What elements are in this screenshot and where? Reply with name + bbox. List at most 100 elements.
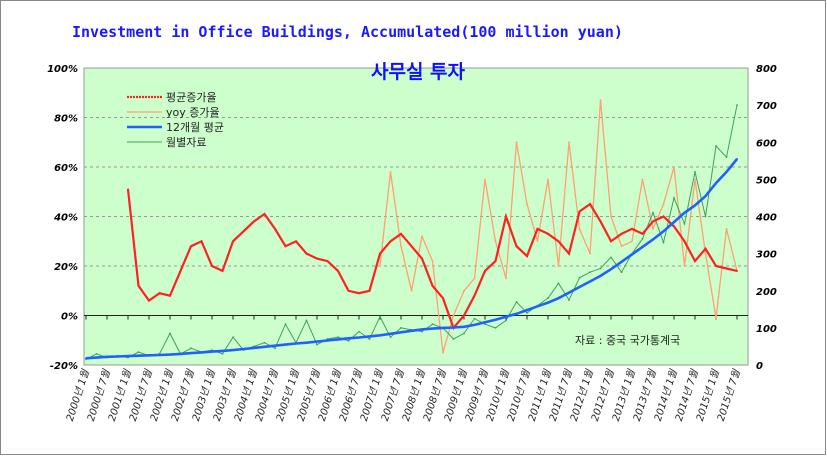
data-point	[620, 260, 623, 263]
data-point	[379, 252, 381, 255]
data-point	[662, 215, 665, 218]
data-point	[410, 329, 413, 332]
data-point	[274, 347, 276, 350]
data-point	[505, 215, 507, 218]
data-point	[557, 265, 560, 267]
data-point	[431, 284, 434, 287]
data-point	[673, 197, 675, 199]
right-tick-label: 100	[756, 324, 777, 335]
data-point	[715, 182, 717, 184]
data-point	[673, 166, 675, 168]
data-point	[316, 343, 318, 346]
data-point	[400, 245, 402, 248]
data-point	[484, 178, 486, 181]
data-point	[547, 232, 549, 235]
data-point	[463, 332, 465, 335]
data-point	[389, 240, 392, 243]
data-point	[242, 230, 245, 233]
legend-label: 월별자료	[166, 136, 206, 149]
data-point	[494, 260, 497, 262]
data-point	[526, 255, 528, 257]
data-point	[232, 240, 234, 243]
data-point	[137, 351, 140, 353]
data-point	[421, 235, 423, 238]
data-point	[526, 312, 528, 314]
data-point	[557, 297, 560, 300]
left-tick-label: 20%	[54, 262, 78, 273]
data-point	[368, 338, 371, 340]
data-point	[452, 338, 455, 340]
chart-subtitle: 사무실 투자	[371, 61, 466, 83]
data-point	[662, 241, 665, 244]
data-point	[515, 312, 518, 315]
left-tick-label: -20%	[50, 361, 78, 372]
data-point	[589, 252, 591, 255]
data-point	[683, 223, 686, 225]
data-point	[725, 156, 728, 159]
data-point	[116, 355, 119, 358]
data-point	[463, 314, 465, 317]
data-point	[316, 257, 318, 260]
data-point	[568, 141, 570, 144]
data-point	[536, 240, 539, 243]
data-point	[263, 345, 266, 348]
left-tick-label: 0%	[61, 312, 78, 323]
data-point	[736, 104, 738, 107]
data-point	[347, 337, 350, 340]
data-point	[442, 326, 444, 329]
data-point	[589, 271, 591, 274]
data-point	[400, 232, 402, 235]
data-point	[389, 332, 392, 335]
data-point	[683, 240, 686, 243]
data-point	[515, 300, 518, 303]
data-point	[473, 277, 476, 280]
legend-label: yoy 증가율	[166, 106, 220, 119]
data-point	[410, 289, 413, 292]
legend-label: 12개월 평균	[166, 121, 224, 134]
data-point	[295, 342, 297, 345]
data-point	[578, 227, 581, 230]
right-tick-label: 500	[756, 175, 777, 186]
data-point	[358, 336, 360, 339]
data-point	[85, 357, 87, 360]
data-point	[568, 291, 570, 294]
data-point	[179, 352, 182, 355]
data-point	[158, 292, 161, 295]
data-point	[547, 301, 549, 304]
data-point	[190, 245, 192, 248]
data-point	[421, 328, 423, 331]
data-point	[526, 203, 528, 206]
data-point	[662, 230, 665, 233]
data-point	[158, 354, 161, 356]
data-point	[463, 289, 465, 292]
data-point	[106, 355, 108, 358]
data-point	[673, 225, 675, 228]
data-point	[547, 178, 549, 181]
data-point	[641, 246, 644, 248]
data-point	[557, 282, 560, 285]
data-point	[358, 292, 360, 295]
data-point	[263, 213, 266, 215]
data-point	[368, 335, 371, 338]
legend-label: 평균증가율	[166, 91, 217, 104]
data-point	[200, 351, 203, 354]
data-point	[505, 315, 507, 318]
data-point	[347, 339, 350, 342]
data-point	[442, 351, 444, 354]
data-point	[610, 215, 612, 218]
data-point	[284, 245, 287, 248]
data-point	[599, 267, 602, 270]
data-point	[494, 326, 497, 329]
data-point	[673, 221, 675, 223]
data-point	[431, 323, 434, 326]
data-point	[337, 270, 339, 272]
data-point	[568, 252, 570, 255]
data-point	[704, 215, 707, 218]
data-point	[410, 245, 413, 248]
data-point	[137, 284, 140, 287]
data-point	[452, 326, 455, 329]
data-point	[547, 297, 549, 300]
right-tick-label: 700	[756, 101, 777, 112]
data-point	[358, 330, 360, 333]
data-point	[200, 240, 203, 243]
